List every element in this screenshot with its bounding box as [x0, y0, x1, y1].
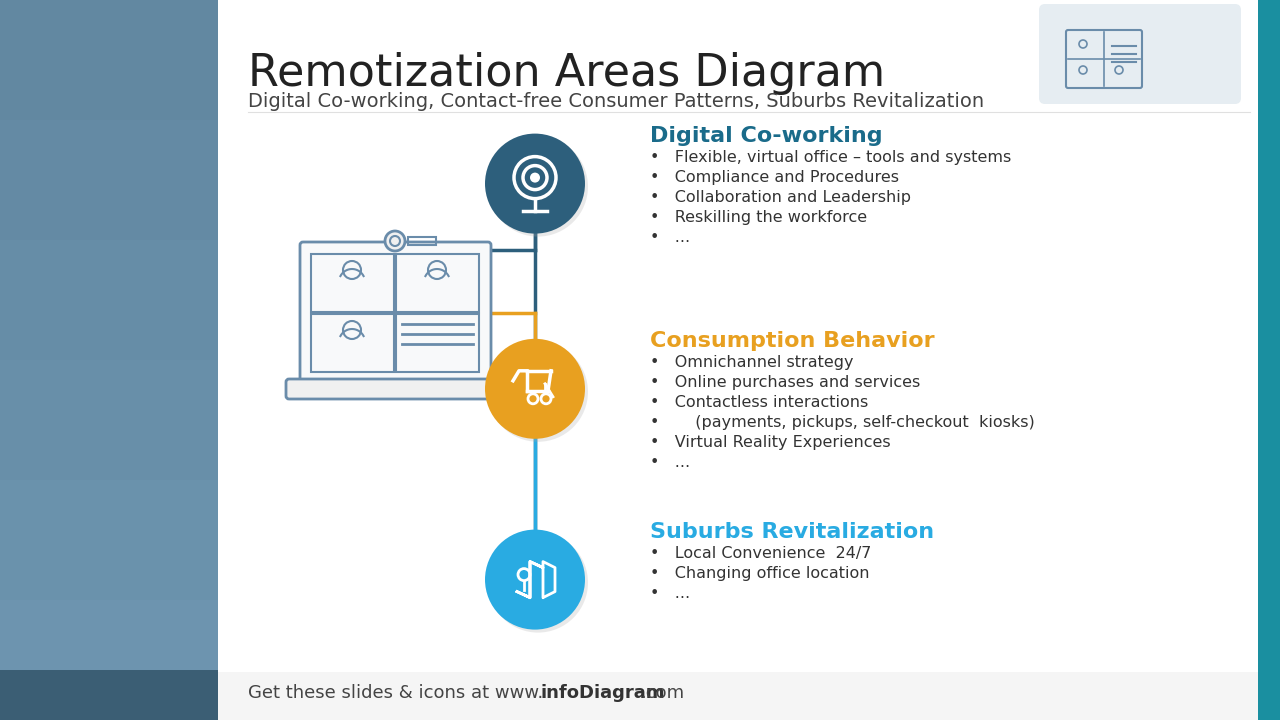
Circle shape: [488, 137, 588, 237]
Text: •   Changing office location: • Changing office location: [650, 566, 869, 580]
Text: •   Reskilling the workforce: • Reskilling the workforce: [650, 210, 867, 225]
Circle shape: [485, 530, 585, 629]
Bar: [0, 120, 218, 240]
Text: •   Online purchases and services: • Online purchases and services: [650, 375, 920, 390]
Bar: [396, 254, 479, 312]
Circle shape: [530, 173, 540, 183]
Text: •   Omnichannel strategy: • Omnichannel strategy: [650, 355, 854, 370]
Text: •   ...: • ...: [650, 585, 690, 600]
Text: Remotization Areas Diagram: Remotization Areas Diagram: [248, 52, 886, 95]
FancyBboxPatch shape: [300, 242, 492, 383]
Bar: [396, 314, 479, 372]
Text: infoDiagram: infoDiagram: [540, 684, 664, 702]
Text: Suburbs Revitalization: Suburbs Revitalization: [650, 521, 934, 541]
Circle shape: [488, 342, 588, 442]
Text: Digital Co-working, Contact-free Consumer Patterns, Suburbs Revitalization: Digital Co-working, Contact-free Consume…: [248, 92, 984, 111]
Text: •   Compliance and Procedures: • Compliance and Procedures: [650, 170, 899, 184]
Text: •   Flexible, virtual office – tools and systems: • Flexible, virtual office – tools and s…: [650, 150, 1011, 165]
Circle shape: [488, 533, 588, 633]
Text: Get these slides & icons at www.: Get these slides & icons at www.: [248, 684, 543, 702]
Text: .com: .com: [640, 684, 684, 702]
Text: •       (payments, pickups, self-checkout  kiosks): • (payments, pickups, self-checkout kios…: [650, 415, 1034, 430]
Text: Digital Co-working: Digital Co-working: [650, 125, 883, 145]
Bar: [0, 0, 218, 120]
Bar: [311, 254, 394, 312]
Bar: [408, 237, 436, 245]
Bar: [0, 670, 218, 720]
Text: •   ...: • ...: [650, 230, 690, 245]
Text: •   Virtual Reality Experiences: • Virtual Reality Experiences: [650, 435, 891, 450]
Bar: [0, 600, 218, 720]
Bar: [0, 0, 218, 720]
Text: •   Collaboration and Leadership: • Collaboration and Leadership: [650, 189, 911, 204]
Bar: [311, 314, 394, 372]
Bar: [0, 480, 218, 600]
Bar: [218, 672, 1258, 720]
Text: •   Contactless interactions: • Contactless interactions: [650, 395, 868, 410]
Text: Consumption Behavior: Consumption Behavior: [650, 330, 934, 351]
Circle shape: [485, 339, 585, 438]
Bar: [0, 360, 218, 480]
Bar: [218, 0, 1280, 720]
FancyBboxPatch shape: [285, 379, 506, 399]
Text: •   Local Convenience  24/7: • Local Convenience 24/7: [650, 546, 872, 561]
Circle shape: [485, 134, 585, 233]
Bar: [0, 240, 218, 360]
FancyBboxPatch shape: [1039, 4, 1242, 104]
Text: •   ...: • ...: [650, 455, 690, 470]
Bar: [1258, 0, 1280, 720]
Circle shape: [385, 231, 404, 251]
